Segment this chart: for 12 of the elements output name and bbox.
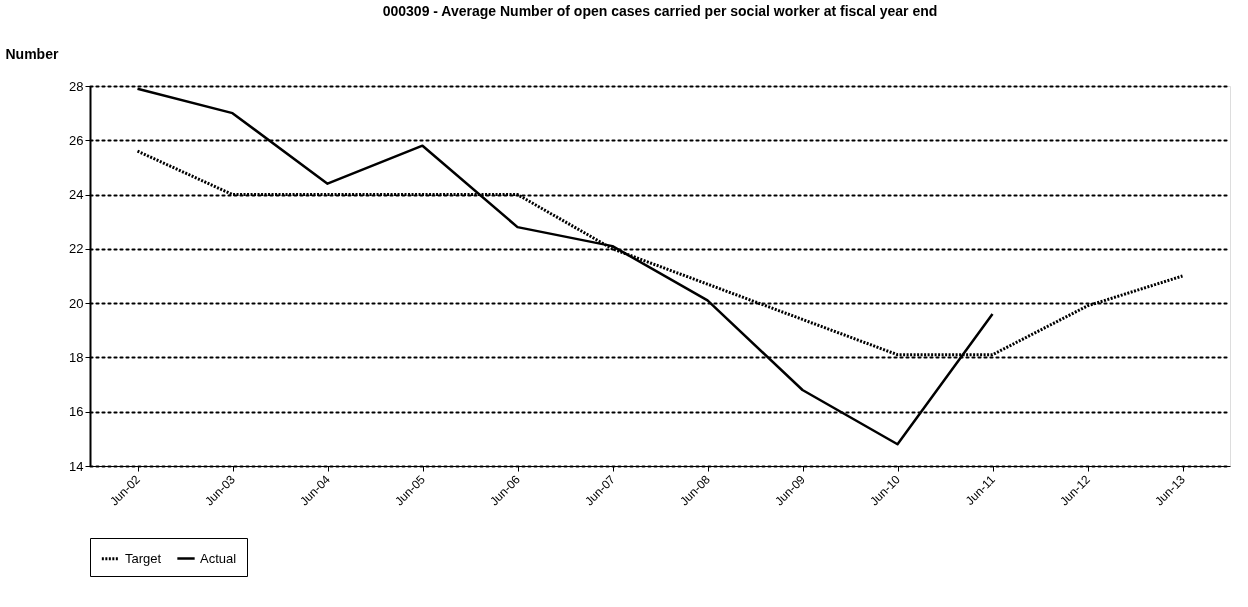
y-tick-label: 16 bbox=[69, 404, 84, 420]
chart-title: 000309 - Average Number of open cases carried per social worker at fiscal year end bbox=[382, 3, 938, 19]
y-tick-label: 14 bbox=[69, 458, 84, 474]
y-tick-label: 22 bbox=[69, 241, 84, 257]
legend-label: Actual bbox=[200, 550, 237, 566]
y-tick-label: 26 bbox=[69, 132, 84, 148]
y-tick-label: 18 bbox=[69, 349, 84, 365]
legend-label: Target bbox=[125, 550, 162, 566]
y-axis-title: Number bbox=[5, 45, 59, 62]
y-tick-label: 24 bbox=[69, 187, 84, 203]
y-tick-label: 28 bbox=[69, 78, 84, 94]
y-tick-label: 20 bbox=[69, 295, 84, 311]
